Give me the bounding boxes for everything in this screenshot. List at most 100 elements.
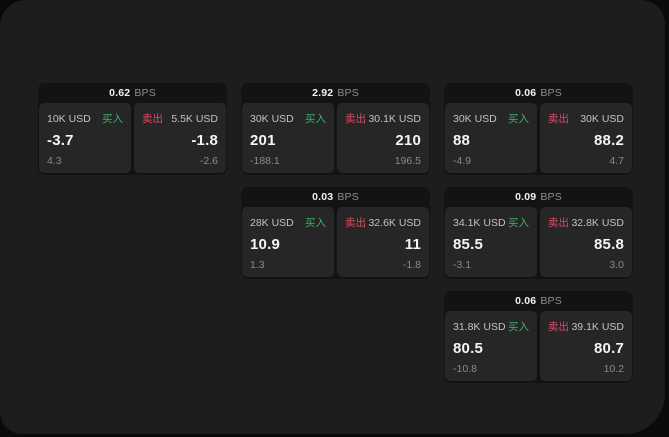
sell-quote-tile[interactable]: 卖出 30.1K USD 210 196.5 [337,103,429,173]
buy-tile-header: 30K USD 买入 [250,111,326,126]
bps-header: 0.06 BPS [444,291,633,311]
sell-price: 85.8 [594,236,624,253]
quote-panels: 34.1K USD 买入 85.5 -3.1 卖出 32.8K USD 85.8… [444,207,633,279]
sell-amount-label: 5.5K USD [171,112,218,125]
buy-change: 1.3 [250,259,265,271]
bps-value: 2.92 [312,87,334,99]
sell-price: 80.7 [594,340,624,357]
sell-quote-tile[interactable]: 卖出 39.1K USD 80.7 10.2 [540,311,632,381]
buy-quote-tile[interactable]: 30K USD 买入 88 -4.9 [445,103,537,173]
bps-value: 0.62 [109,87,131,99]
bps-unit: BPS [134,87,156,99]
sell-amount-label: 30.1K USD [368,112,421,125]
buy-tile-header: 28K USD 买入 [250,215,326,230]
sell-change: -2.6 [199,155,218,167]
sell-quote-tile[interactable]: 卖出 32.6K USD 11 -1.8 [337,207,429,277]
sell-tile-header: 卖出 32.8K USD [548,215,624,230]
sell-price: 88.2 [594,132,624,149]
bps-unit: BPS [540,191,562,203]
bps-unit: BPS [540,295,562,307]
sell-tile-header: 卖出 30K USD [548,111,624,126]
sell-quote-tile[interactable]: 卖出 30K USD 88.2 4.7 [540,103,632,173]
quote-panels: 10K USD 买入 -3.7 4.3 卖出 5.5K USD -1.8 -2.… [38,103,227,175]
sell-side-label: 卖出 [548,321,569,333]
buy-change: -3.1 [453,259,472,271]
sell-price: -1.8 [191,132,218,149]
quote-card: 0.06 BPS 30K USD 买入 88 -4.9 卖出 30K USD 8… [444,83,633,175]
buy-side-label: 买入 [305,217,326,229]
buy-side-label: 买入 [508,321,529,333]
sell-tile-header: 卖出 32.6K USD [345,215,421,230]
bps-header: 0.62 BPS [38,83,227,103]
bps-value: 0.09 [515,191,537,203]
buy-quote-tile[interactable]: 30K USD 买入 201 -188.1 [242,103,334,173]
bps-value: 0.06 [515,295,537,307]
buy-price: 88 [453,132,471,149]
buy-amount-label: 10K USD [47,112,91,125]
buy-side-label: 买入 [508,113,529,125]
sell-quote-tile[interactable]: 卖出 5.5K USD -1.8 -2.6 [134,103,226,173]
buy-quote-tile[interactable]: 28K USD 买入 10.9 1.3 [242,207,334,277]
buy-change: -188.1 [250,155,280,167]
bps-header: 2.92 BPS [241,83,430,103]
sell-price: 11 [404,236,421,253]
buy-price: 85.5 [453,236,483,253]
sell-tile-header: 卖出 5.5K USD [142,111,218,126]
quote-card: 0.09 BPS 34.1K USD 买入 85.5 -3.1 卖出 32.8K… [444,187,633,279]
bps-unit: BPS [540,87,562,99]
sell-amount-label: 30K USD [580,112,624,125]
buy-quote-tile[interactable]: 31.8K USD 买入 80.5 -10.8 [445,311,537,381]
buy-price: 80.5 [453,340,483,357]
buy-tile-header: 30K USD 买入 [453,111,529,126]
quote-card: 0.06 BPS 31.8K USD 买入 80.5 -10.8 卖出 39.1… [444,291,633,383]
buy-amount-label: 30K USD [453,112,497,125]
buy-change: -10.8 [453,363,477,375]
sell-quote-tile[interactable]: 卖出 32.8K USD 85.8 3.0 [540,207,632,277]
buy-amount-label: 28K USD [250,216,294,229]
buy-side-label: 买入 [508,217,529,229]
buy-change: 4.3 [47,155,62,167]
sell-change: 3.0 [609,259,624,271]
bps-value: 0.06 [515,87,537,99]
buy-tile-header: 31.8K USD 买入 [453,319,529,334]
buy-price: -3.7 [47,132,74,149]
quote-panels: 31.8K USD 买入 80.5 -10.8 卖出 39.1K USD 80.… [444,311,633,383]
quote-panels: 30K USD 买入 88 -4.9 卖出 30K USD 88.2 4.7 [444,103,633,175]
sell-side-label: 卖出 [548,217,569,229]
bps-value: 0.03 [312,191,334,203]
sell-side-label: 卖出 [345,113,366,125]
quote-panels: 28K USD 买入 10.9 1.3 卖出 32.6K USD 11 -1.8 [241,207,430,279]
sell-change: 4.7 [609,155,624,167]
sell-change: 196.5 [394,155,421,167]
sell-tile-header: 卖出 30.1K USD [345,111,421,126]
sell-amount-label: 32.6K USD [368,216,421,229]
quote-card: 0.03 BPS 28K USD 买入 10.9 1.3 卖出 32.6K US… [241,187,430,279]
buy-change: -4.9 [453,155,472,167]
sell-amount-label: 39.1K USD [571,320,624,333]
quote-card: 0.62 BPS 10K USD 买入 -3.7 4.3 卖出 5.5K USD… [38,83,227,175]
sell-change: -1.8 [402,259,421,271]
sell-side-label: 卖出 [548,113,569,125]
bps-header: 0.09 BPS [444,187,633,207]
buy-amount-label: 34.1K USD [453,216,506,229]
quote-panels: 30K USD 买入 201 -188.1 卖出 30.1K USD 210 1… [241,103,430,175]
bps-header: 0.03 BPS [241,187,430,207]
buy-amount-label: 31.8K USD [453,320,506,333]
buy-price: 201 [250,132,276,149]
buy-quote-tile[interactable]: 10K USD 买入 -3.7 4.3 [39,103,131,173]
buy-tile-header: 10K USD 买入 [47,111,123,126]
bps-unit: BPS [337,87,359,99]
buy-quote-tile[interactable]: 34.1K USD 买入 85.5 -3.1 [445,207,537,277]
sell-tile-header: 卖出 39.1K USD [548,319,624,334]
sell-price: 210 [395,132,421,149]
quote-card: 2.92 BPS 30K USD 买入 201 -188.1 卖出 30.1K … [241,83,430,175]
sell-side-label: 卖出 [345,217,366,229]
sell-side-label: 卖出 [142,113,163,125]
sell-change: 10.2 [603,363,624,375]
bps-header: 0.06 BPS [444,83,633,103]
buy-amount-label: 30K USD [250,112,294,125]
buy-tile-header: 34.1K USD 买入 [453,215,529,230]
buy-side-label: 买入 [102,113,123,125]
